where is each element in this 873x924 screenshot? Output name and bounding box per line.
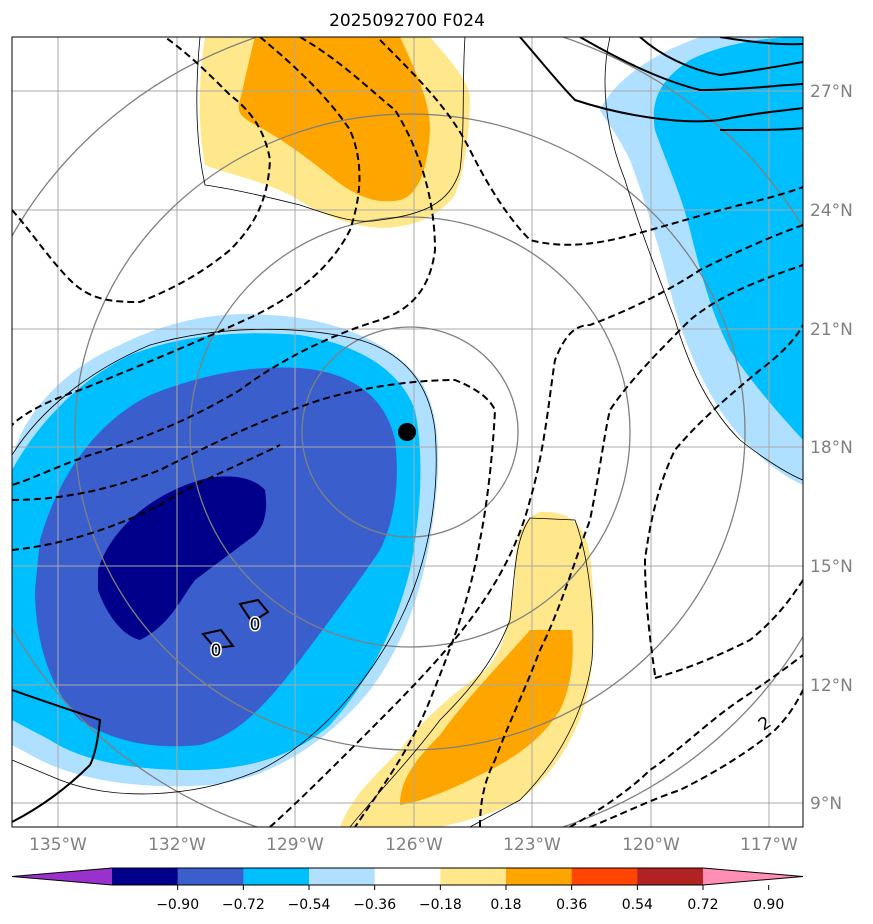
lon-label: 132°W (148, 835, 206, 855)
colorbar-segment (112, 868, 179, 885)
colorbar-tick-label: −0.72 (222, 897, 265, 913)
lon-label: 126°W (385, 835, 443, 855)
solid-contours (12, 37, 803, 823)
lat-label: 18°N (810, 438, 853, 458)
colorbar-tick-label: 0.18 (490, 897, 521, 913)
colorbar-segments (11, 867, 804, 886)
colorbar-ticks: −0.90 −0.72 −0.54 −0.36 −0.18 0.18 0.36 0.54 0.7… (156, 885, 784, 913)
lat-label: 15°N (810, 557, 853, 577)
colorbar-outline (11, 867, 804, 886)
lat-label: 27°N (810, 82, 853, 102)
map-panel: 0 0 2 (12, 37, 803, 827)
positive-anomaly-south-mid (400, 630, 573, 805)
colorbar-segment (637, 868, 704, 885)
colorbar-segment (506, 868, 573, 885)
longitude-labels: 135°W 132°W 129°W 126°W 123°W 120°W 117°… (29, 835, 798, 855)
colorbar-tick-label: 0.90 (753, 897, 784, 913)
colorbar-segment (374, 868, 441, 885)
colorbar-segment (440, 868, 507, 885)
colorbar-extend-max (703, 868, 803, 885)
colorbar-tick-label: −0.36 (353, 897, 396, 913)
storm-center-marker (398, 423, 416, 441)
graticule (12, 37, 803, 827)
lon-label: 129°W (266, 835, 324, 855)
lon-label: 117°W (740, 835, 798, 855)
colorbar-tick-label: −0.18 (419, 897, 462, 913)
lat-label: 12°N (810, 676, 853, 696)
positive-anomaly-south-faint (340, 511, 594, 827)
lon-label: 135°W (29, 835, 87, 855)
contour-label: 0 (211, 641, 222, 661)
colorbar-segment (243, 868, 310, 885)
colorbar-tick-label: 0.54 (622, 897, 653, 913)
range-rings (12, 37, 803, 827)
colorbar-tick-label: 0.72 (687, 897, 718, 913)
colorbar-segment (177, 868, 244, 885)
positive-anomaly-north-mid (238, 37, 430, 202)
colorbar-extend-min (12, 868, 112, 885)
map-title: 2025092700 F024 (329, 11, 485, 31)
lat-label: 24°N (810, 201, 853, 221)
colorbar-segment (309, 868, 376, 885)
dashed-contours (12, 37, 803, 827)
contour-label: 0 (250, 615, 261, 635)
colorbar-tick-label: −0.54 (288, 897, 331, 913)
lon-label: 123°W (503, 835, 561, 855)
colorbar-tick-label: 0.36 (556, 897, 587, 913)
map-frame (11, 36, 804, 828)
thin-contours (12, 37, 803, 827)
contour-label: 2 (755, 713, 775, 736)
colorbar-tick-label: −0.90 (156, 897, 199, 913)
negative-anomaly-east-weak (653, 37, 803, 440)
negative-anomaly-strong (98, 476, 267, 640)
colorbar: −0.90 −0.72 −0.54 −0.36 −0.18 0.18 0.36 0.54 0.7… (11, 867, 804, 913)
lat-label: 21°N (810, 320, 853, 340)
colorbar-segment (571, 868, 638, 885)
lon-label: 120°W (622, 835, 680, 855)
lat-label: 9°N (810, 794, 842, 814)
latitude-labels: 9°N 12°N 15°N 18°N 21°N 24°N 27°N (810, 82, 853, 814)
